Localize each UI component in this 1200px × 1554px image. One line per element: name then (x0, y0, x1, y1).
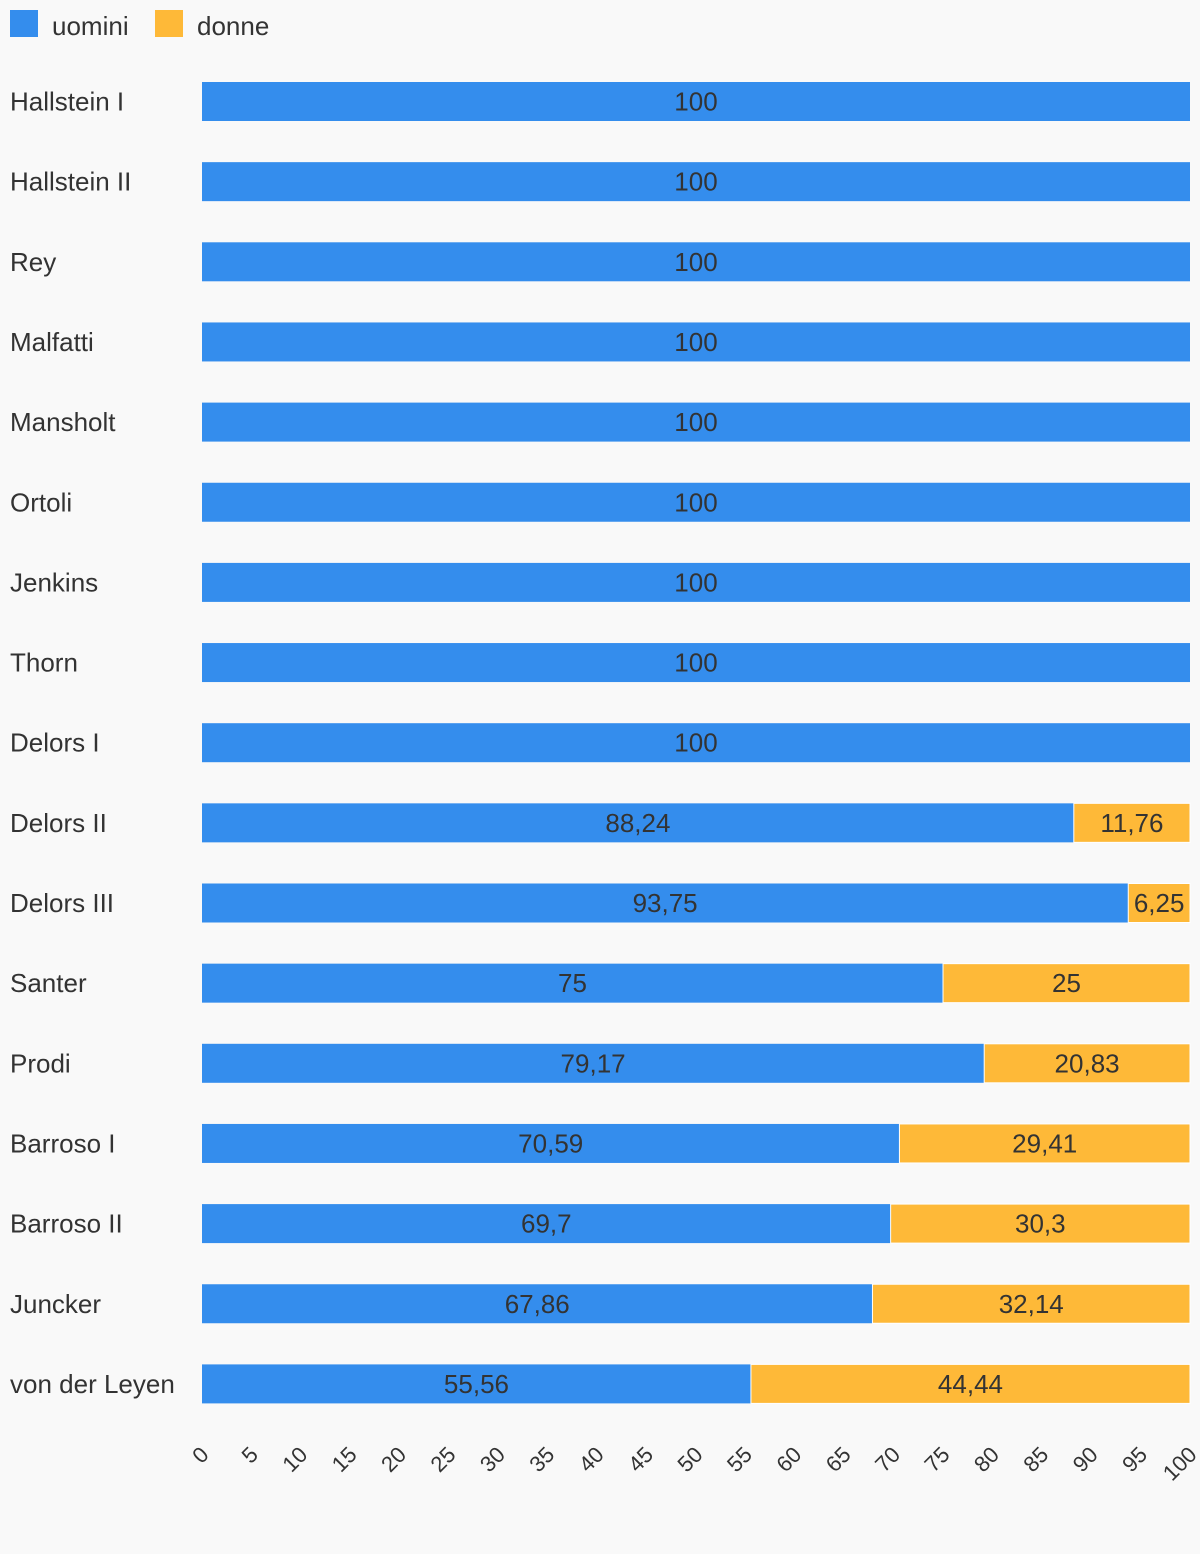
bar-uomini (202, 162, 1190, 202)
x-tick-label: 65 (821, 1442, 856, 1477)
bar-uomini (202, 1204, 891, 1244)
x-tick-label: 45 (623, 1442, 658, 1477)
bar-donne (871, 1283, 1191, 1324)
x-tick-label: 20 (376, 1442, 411, 1477)
data-label-donne: 32,14 (999, 1289, 1064, 1319)
bar-donne (890, 1203, 1191, 1244)
x-tick-label: 70 (870, 1442, 905, 1477)
category-label: Malfatti (10, 327, 94, 357)
category-label: Rey (10, 247, 56, 277)
data-label-uomini: 100 (674, 728, 717, 758)
data-label-donne: 20,83 (1055, 1048, 1120, 1078)
x-tick-label: 75 (920, 1442, 955, 1477)
x-tick-label: 25 (426, 1442, 461, 1477)
data-label-donne: 11,76 (1100, 808, 1163, 838)
category-label: Prodi (10, 1048, 71, 1078)
x-tick-label: 40 (574, 1442, 609, 1477)
legend-swatch-donne (155, 10, 183, 37)
x-tick-label: 80 (969, 1442, 1004, 1477)
x-tick-label: 95 (1117, 1442, 1152, 1477)
data-label-uomini: 100 (674, 648, 717, 678)
x-tick-label: 50 (673, 1442, 708, 1477)
category-label: von der Leyen (10, 1369, 175, 1399)
category-label: Thorn (10, 648, 78, 678)
data-label-uomini: 67,86 (505, 1289, 570, 1319)
legend-label-uomini: uomini (52, 11, 129, 41)
bar-uomini (202, 803, 1074, 843)
x-tick-label: 5 (237, 1442, 263, 1468)
data-label-donne: 25 (1052, 968, 1081, 998)
category-label: Juncker (10, 1289, 101, 1319)
bar-uomini (202, 322, 1190, 362)
data-label-uomini: 93,75 (633, 888, 698, 918)
x-tick-label: 10 (277, 1442, 312, 1477)
data-label-donne: 6,25 (1134, 888, 1185, 918)
bar-uomini (202, 643, 1190, 683)
category-label: Hallstein I (10, 87, 124, 117)
data-label-uomini: 70,59 (518, 1128, 583, 1158)
bar-donne (750, 1363, 1191, 1404)
category-label: Barroso II (10, 1209, 123, 1239)
bar-donne (983, 1043, 1191, 1084)
category-label: Hallstein II (10, 167, 131, 197)
category-label: Delors I (10, 728, 100, 758)
bar-donne (1127, 883, 1191, 923)
x-tick-label: 85 (1018, 1442, 1053, 1477)
bar-uomini (202, 1364, 751, 1404)
bar-uomini (202, 1043, 985, 1083)
bar-uomini (202, 82, 1190, 121)
bar-donne (942, 963, 1191, 1004)
x-tick-label: 15 (327, 1442, 362, 1477)
legend: uomini donne (10, 10, 269, 41)
data-label-uomini: 100 (674, 327, 717, 357)
x-tick-label: 30 (475, 1442, 510, 1477)
category-label: Delors III (10, 888, 114, 918)
category-label: Delors II (10, 808, 107, 838)
bar-donne (1073, 802, 1191, 843)
x-tick-label: 90 (1068, 1442, 1103, 1477)
bar-uomini (202, 402, 1190, 442)
data-label-uomini: 100 (674, 487, 717, 517)
legend-swatch-uomini (10, 10, 38, 37)
x-tick-label: 55 (722, 1442, 757, 1477)
bar-uomini (202, 562, 1190, 602)
bar-donne (898, 1123, 1191, 1164)
data-label-uomini: 100 (674, 167, 717, 197)
bar-uomini (202, 482, 1190, 522)
bars-area: 100 100 100 100 100 100 100 100 100 88,24 11,76 93,… (202, 82, 1191, 1404)
category-label: Jenkins (10, 567, 98, 597)
category-label: Barroso I (10, 1128, 116, 1158)
category-label: Ortoli (10, 487, 72, 517)
data-label-uomini: 100 (674, 247, 717, 277)
data-label-uomini: 79,17 (561, 1048, 626, 1078)
data-label-uomini: 69,7 (521, 1209, 572, 1239)
data-label-uomini: 100 (674, 407, 717, 437)
value-axis: 0 5 10 15 20 25 30 35 40 45 50 55 60 65 70 75 80 85 90 95 10… (187, 1442, 1200, 1486)
category-label: Santer (10, 968, 87, 998)
x-tick-label: 0 (187, 1442, 213, 1468)
data-label-uomini: 88,24 (605, 808, 670, 838)
x-tick-label: 35 (524, 1442, 559, 1477)
legend-label-donne: donne (197, 11, 269, 41)
data-label-uomini: 75 (558, 968, 587, 998)
data-label-donne: 44,44 (938, 1369, 1003, 1399)
bar-uomini (202, 1284, 873, 1324)
category-label: Mansholt (10, 407, 116, 437)
data-label-donne: 29,41 (1012, 1128, 1077, 1158)
data-label-uomini: 100 (674, 567, 717, 597)
x-tick-label: 60 (771, 1442, 806, 1477)
category-axis: Hallstein I Hallstein II Rey Malfatti Mansho… (10, 87, 175, 1399)
bar-uomini (202, 883, 1129, 923)
data-label-donne: 30,3 (1015, 1209, 1066, 1239)
bar-uomini (202, 963, 943, 1003)
bar-uomini (202, 1123, 900, 1163)
data-label-uomini: 55,56 (444, 1369, 509, 1399)
x-tick-label: 100 (1158, 1442, 1200, 1486)
bar-uomini (202, 242, 1190, 282)
data-label-uomini: 100 (674, 87, 717, 117)
bar-uomini (202, 723, 1190, 763)
